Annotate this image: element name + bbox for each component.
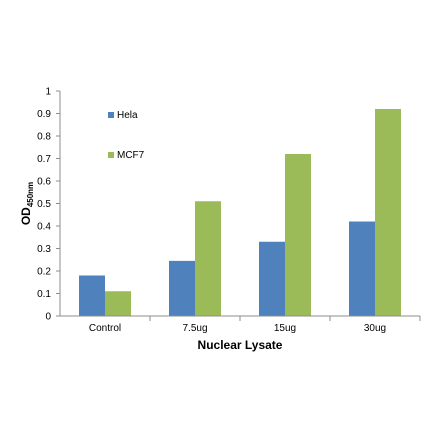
legend-label-mcf7: MCF7 (117, 150, 145, 161)
legend-swatch-mcf7 (108, 152, 114, 158)
bar-mcf7-15ug (285, 154, 311, 316)
x-tick-label: 15ug (274, 323, 296, 334)
y-tick-label: 0.7 (37, 154, 51, 165)
y-tick-label: 0.1 (37, 289, 51, 300)
bar-hela-15ug (259, 241, 285, 316)
y-tick-label: 0.9 (37, 109, 51, 120)
x-axis-ticks: Control 7.5ug 15ug 30ug (89, 316, 421, 334)
y-axis-ticks: 0 0.1 0.2 0.3 0.4 0.5 0.6 0.7 0.8 0.9 1 (37, 87, 60, 323)
bar-mcf7-30ug (375, 109, 401, 316)
y-tick-label: 0.5 (37, 199, 51, 210)
y-tick-label: 1 (45, 87, 51, 98)
bars (79, 109, 401, 316)
y-tick-label: 0.2 (37, 267, 51, 278)
bar-hela-30ug (349, 221, 375, 316)
legend-label-hela: Hela (117, 110, 138, 121)
y-axis-title: OD450nm (19, 182, 35, 225)
y-tick-label: 0.4 (37, 222, 51, 233)
x-tick-label: 7.5ug (182, 323, 207, 334)
y-tick-label: 0 (45, 312, 51, 323)
y-tick-label: 0.6 (37, 177, 51, 188)
y-axis-title-main: OD (19, 207, 33, 225)
x-axis-title: Nuclear Lysate (198, 338, 283, 352)
legend-swatch-hela (108, 112, 114, 118)
bar-hela-75ug (169, 260, 195, 316)
x-tick-label: 30ug (364, 323, 386, 334)
x-tick-label: Control (89, 323, 121, 334)
bar-mcf7-75ug (195, 201, 221, 316)
y-tick-label: 0.3 (37, 244, 51, 255)
bar-mcf7-control (105, 291, 131, 316)
y-tick-label: 0.8 (37, 132, 51, 143)
y-axis-title-subscript: 450nm (26, 182, 35, 207)
bar-hela-control (79, 275, 105, 316)
legend: Hela MCF7 (108, 110, 145, 161)
